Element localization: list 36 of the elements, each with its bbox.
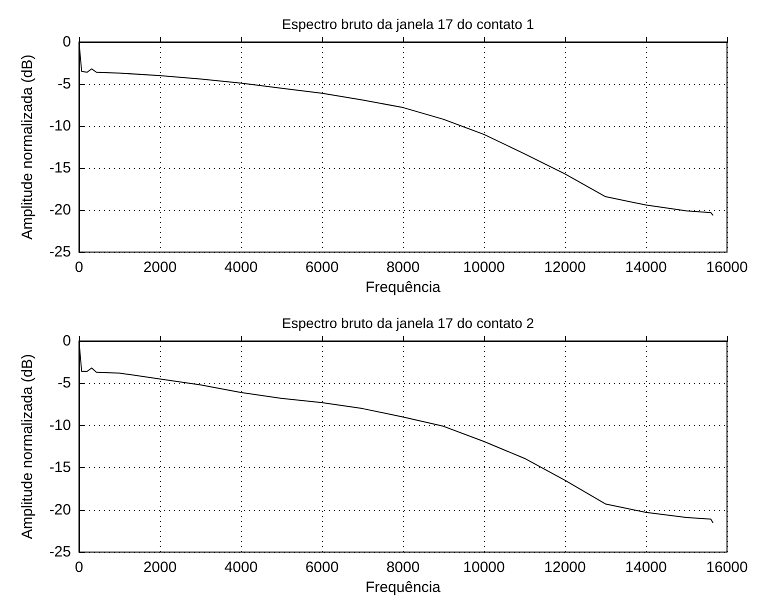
y-tick-label: -5 bbox=[58, 374, 71, 392]
x-tick-label: 4000 bbox=[224, 259, 258, 276]
y-tick-label: -10 bbox=[49, 416, 71, 434]
y-tick-label: -20 bbox=[49, 501, 71, 518]
x-tick-label: 6000 bbox=[305, 559, 339, 576]
x-axis-title: Frequência bbox=[365, 579, 442, 596]
x-tick-label: 8000 bbox=[386, 259, 420, 276]
y-tick-label: -20 bbox=[49, 202, 71, 219]
x-tick-label: 16000 bbox=[706, 259, 748, 276]
x-tick-label: 0 bbox=[74, 559, 84, 576]
y-tick-label: 0 bbox=[62, 34, 71, 50]
y-tick-label: -25 bbox=[49, 244, 71, 261]
x-tick-label: 14000 bbox=[625, 559, 667, 576]
x-axis-title: Frequência bbox=[365, 279, 442, 296]
x-tick-label: 2000 bbox=[143, 559, 177, 576]
y-axis-title: Amplitude normalizada (dB) bbox=[19, 354, 36, 540]
x-tick-label: 8000 bbox=[386, 559, 420, 576]
y-tick-label: 0 bbox=[62, 332, 71, 350]
x-tick-label: 6000 bbox=[305, 259, 339, 276]
chart-title: Espectro bruto da janela 17 do contato 2 bbox=[282, 315, 534, 331]
x-tick-label: 4000 bbox=[224, 559, 258, 576]
x-tick-label: 2000 bbox=[143, 259, 177, 276]
y-tick-label: -15 bbox=[49, 459, 71, 476]
x-tick-label: 10000 bbox=[463, 559, 505, 576]
x-tick-label: 16000 bbox=[706, 559, 748, 576]
chart-title: Espectro bruto da janela 17 do contato 1 bbox=[282, 16, 534, 32]
y-tick-label: -25 bbox=[49, 544, 71, 561]
x-tick-label: 10000 bbox=[463, 259, 505, 276]
y-tick-label: -10 bbox=[49, 118, 71, 135]
y-tick-label: -5 bbox=[58, 76, 71, 93]
x-tick-label: 0 bbox=[74, 259, 84, 276]
x-tick-label: 12000 bbox=[544, 259, 586, 276]
x-tick-label: 12000 bbox=[544, 559, 586, 576]
y-axis-title: Amplitude normalizada (dB) bbox=[19, 54, 36, 240]
y-tick-label: -15 bbox=[49, 160, 71, 177]
x-tick-label: 14000 bbox=[625, 259, 667, 276]
